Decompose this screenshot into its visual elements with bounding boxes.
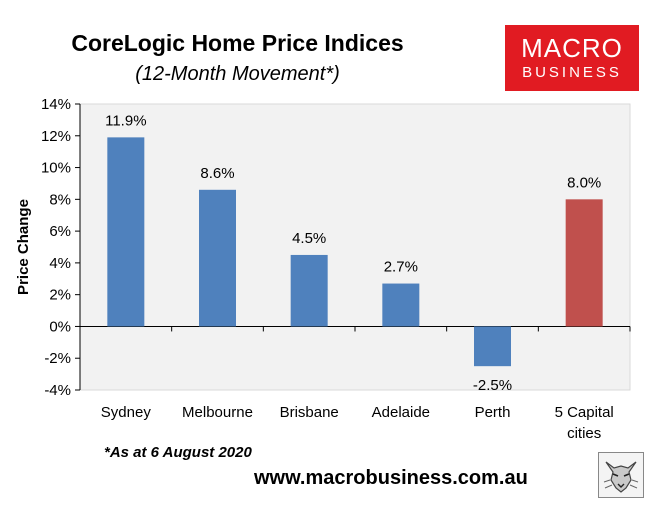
data-label: 4.5% [292,230,326,247]
y-tick-label: 14% [41,96,71,113]
footnote: *As at 6 August 2020 [104,444,252,461]
y-tick-label: 2% [49,287,71,304]
bar [474,326,511,367]
y-tick-label: 12% [41,128,71,145]
y-axis-title: Price Change [15,199,32,295]
bar [107,137,145,327]
x-category-label: 5 Capital [555,404,614,421]
data-label: -2.5% [473,377,512,394]
x-category-label: Adelaide [372,404,430,421]
y-tick-label: -4% [44,382,71,399]
y-tick-label: 8% [49,191,71,208]
x-category-label: Perth [475,404,511,421]
x-category-label: Melbourne [182,404,253,421]
logo-line-1: MACRO [521,33,623,63]
y-tick-label: 4% [49,255,71,272]
macrobusiness-logo: MACRO BUSINESS [505,25,639,91]
data-label: 8.6% [200,165,234,182]
y-tick-label: 10% [41,160,71,177]
data-label: 8.0% [567,174,601,191]
website-url[interactable]: www.macrobusiness.com.au [254,467,528,489]
data-label: 2.7% [384,259,418,276]
logo-line-2: BUSINESS [522,64,622,81]
y-tick-label: 6% [49,223,71,240]
y-tick-label: -2% [44,350,71,367]
x-category-label: Sydney [101,404,152,421]
plot-area [79,103,631,391]
chart-title: CoreLogic Home Price Indices [71,30,404,56]
y-tick-label: 0% [49,318,71,335]
chart-subtitle: (12-Month Movement*) [135,63,340,85]
bar [290,254,328,327]
bar [382,283,420,327]
data-label: 11.9% [105,112,146,129]
x-category-label: cities [567,425,601,442]
bar [199,189,236,327]
bar [565,199,603,327]
x-category-label: Brisbane [280,404,339,421]
wolf-logo-icon [598,452,644,498]
